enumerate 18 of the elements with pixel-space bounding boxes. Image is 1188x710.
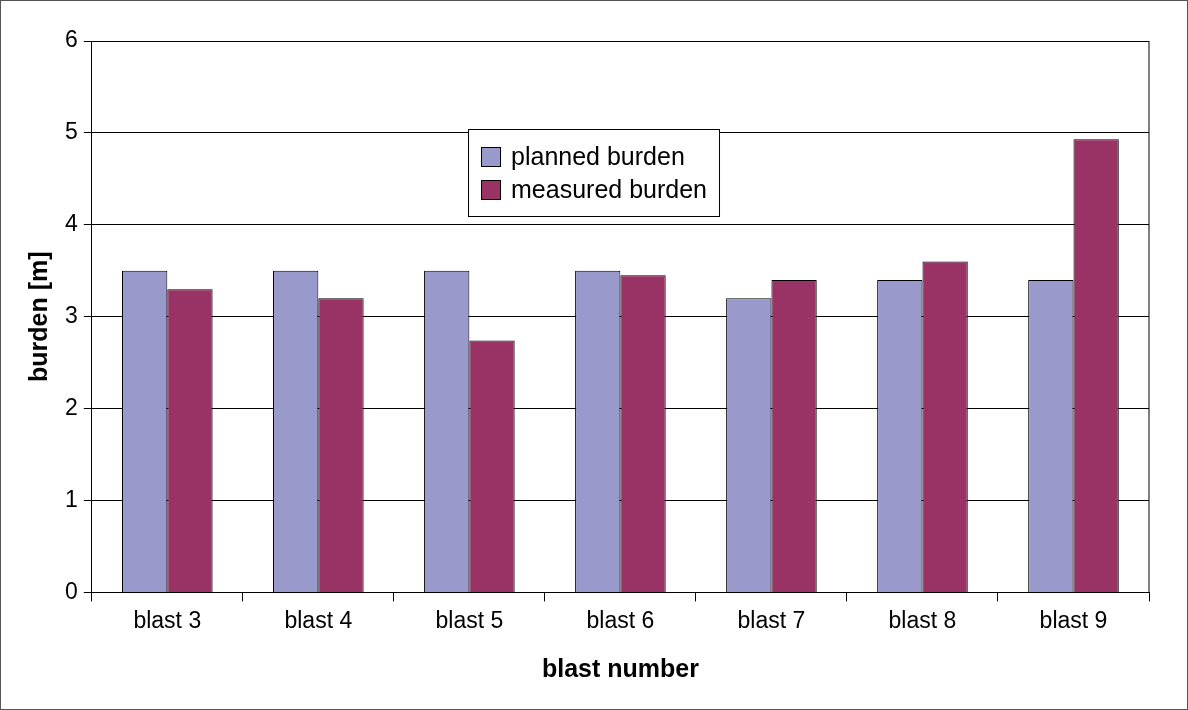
y-tick-label: 0 xyxy=(64,577,78,604)
y-tick-label: 4 xyxy=(64,210,78,237)
y-tick-label: 5 xyxy=(64,118,78,145)
y-tick-label: 1 xyxy=(64,485,78,512)
legend-label: planned burden xyxy=(511,142,685,171)
y-tick-label: 2 xyxy=(64,393,78,420)
y-axis-title: burden [m] xyxy=(23,251,52,382)
x-tick-label: blast 9 xyxy=(1039,606,1108,633)
x-tick-label: blast 7 xyxy=(737,606,806,633)
x-tick-label: blast 4 xyxy=(284,606,353,633)
x-tick-label: blast 8 xyxy=(888,606,957,633)
x-tick-label: blast 3 xyxy=(133,606,202,633)
y-tick-label: 6 xyxy=(64,26,78,53)
y-tick-label: 3 xyxy=(64,302,78,329)
x-tick-label: blast 6 xyxy=(586,606,655,633)
x-tick-label: blast 5 xyxy=(435,606,504,633)
x-axis-title: blast number xyxy=(541,653,700,682)
legend-label: measured burden xyxy=(511,175,707,204)
